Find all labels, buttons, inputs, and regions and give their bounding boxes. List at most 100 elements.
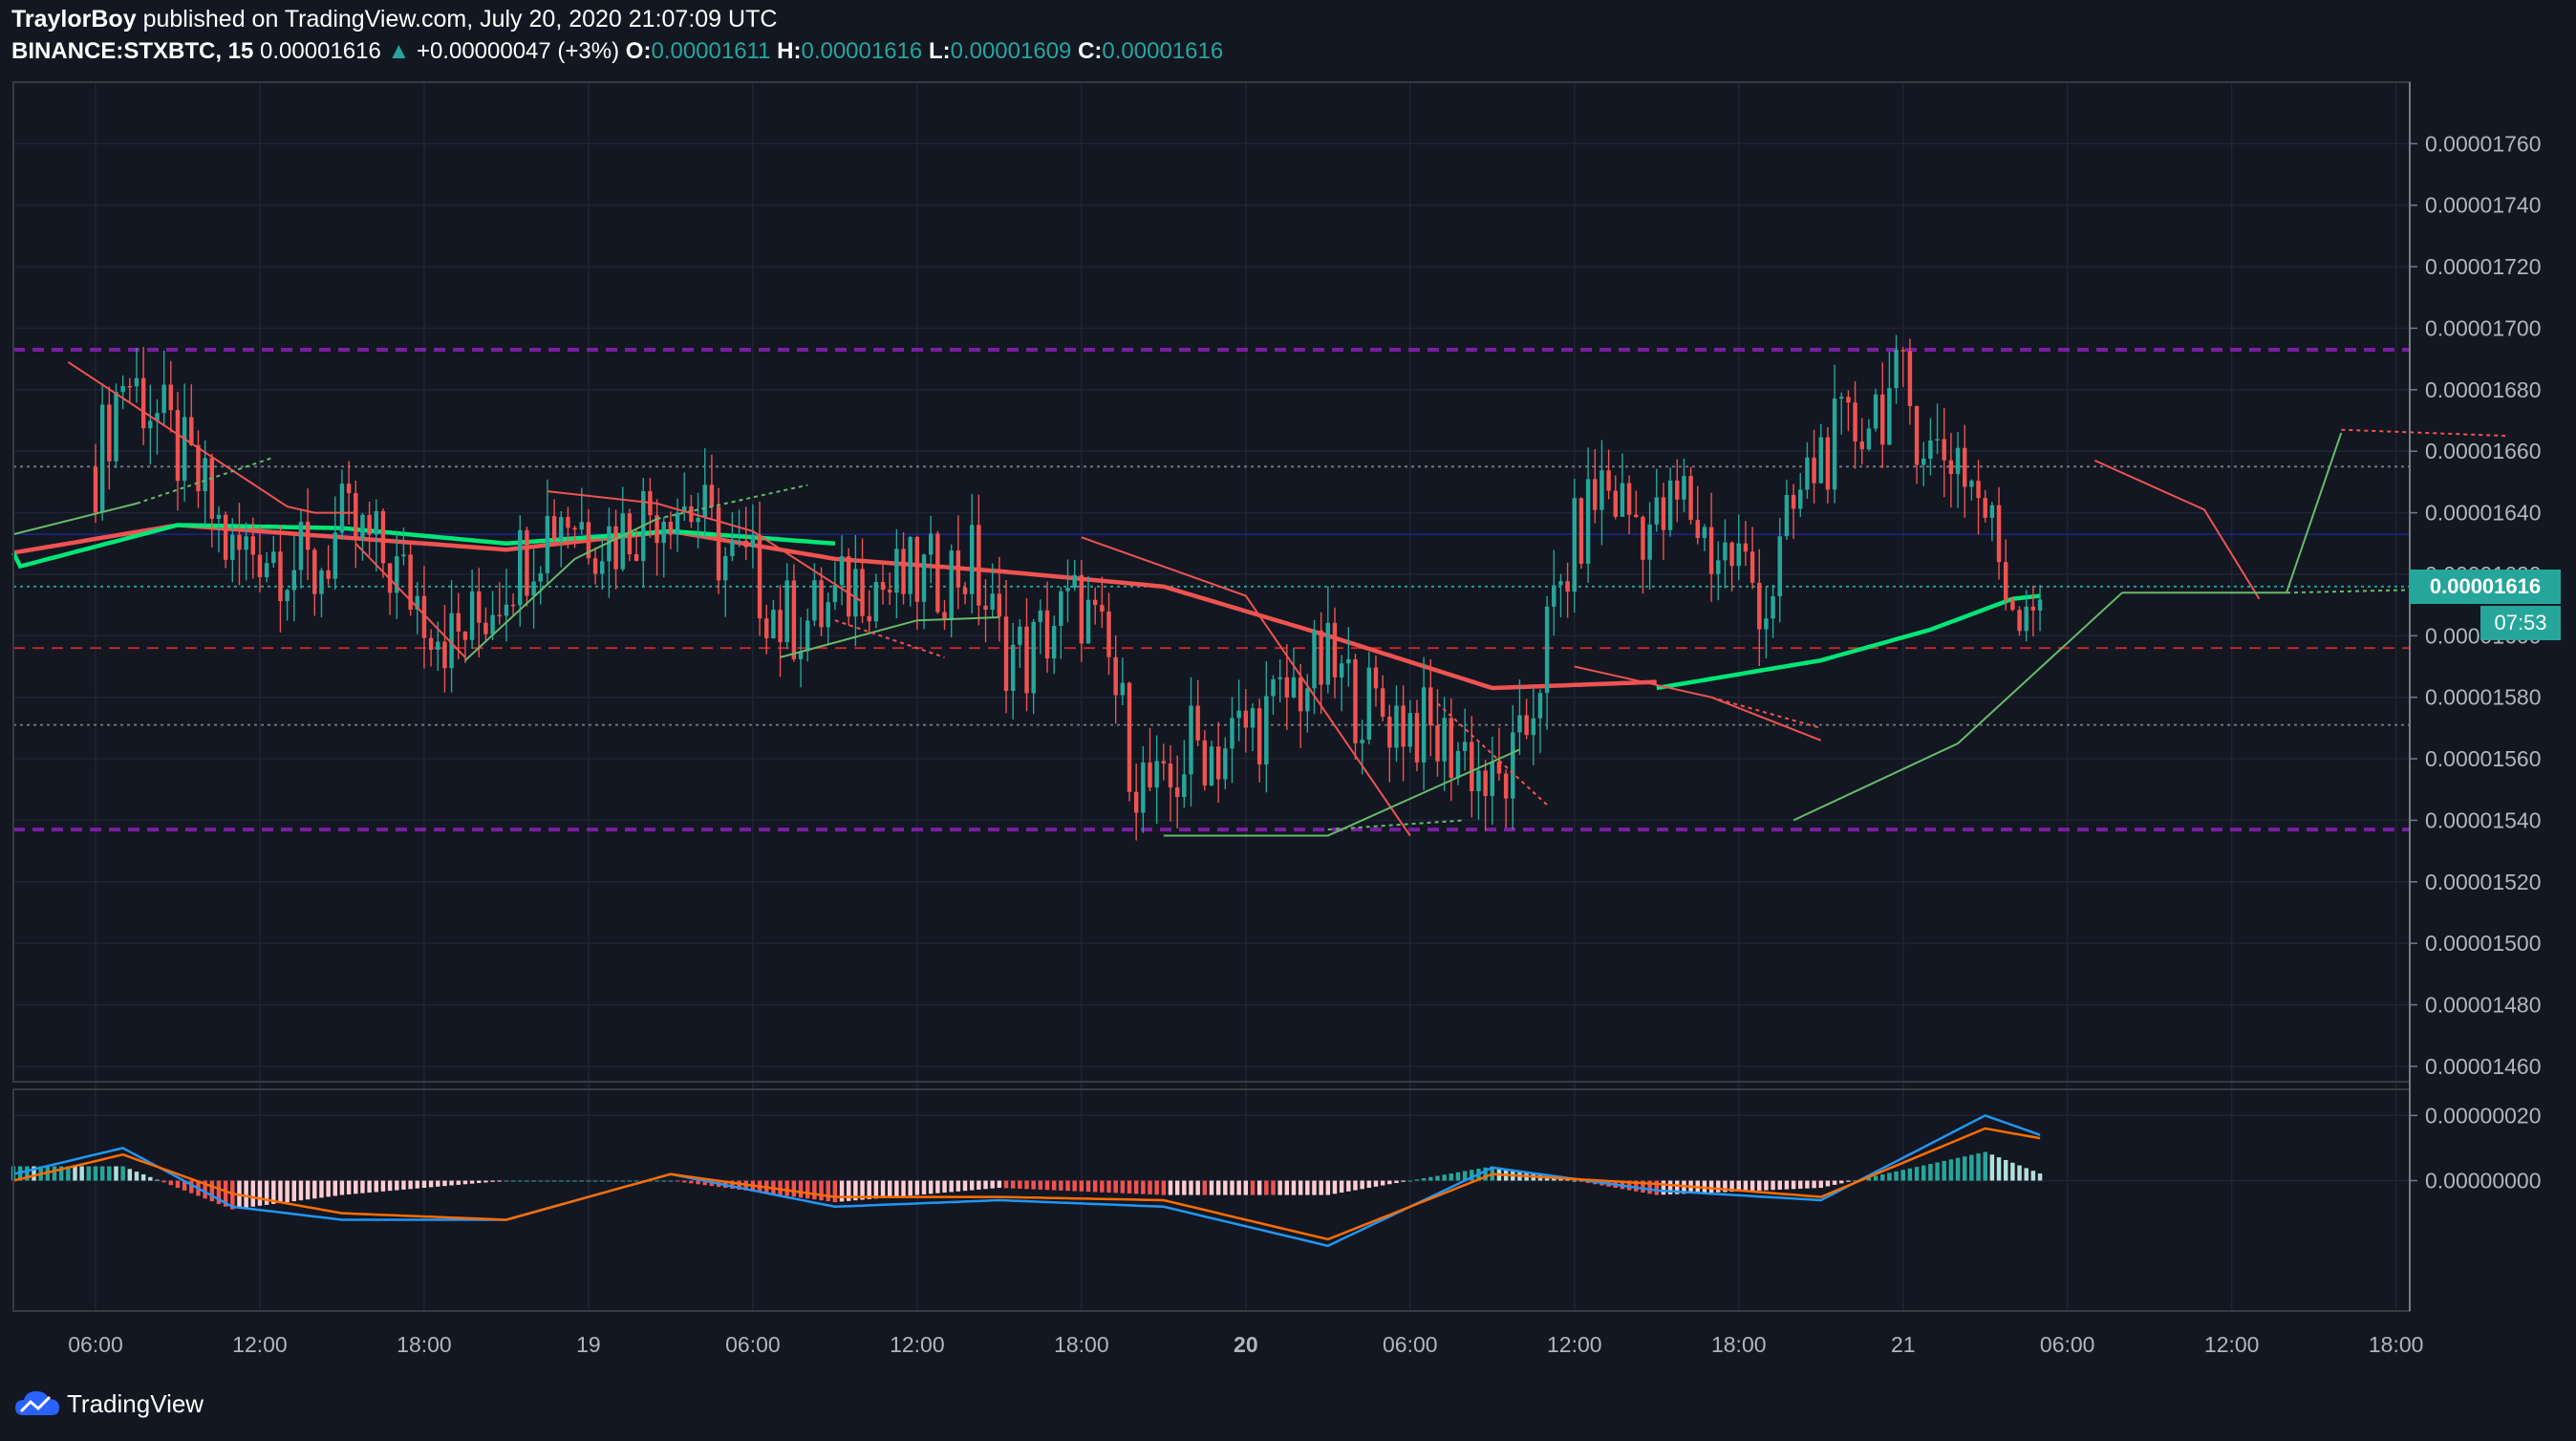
candle-body	[1675, 480, 1680, 500]
macd-histogram-bar	[675, 1180, 680, 1182]
candle-body	[1380, 688, 1385, 718]
macd-histogram-bar	[702, 1180, 707, 1186]
macd-histogram-bar	[1271, 1180, 1276, 1195]
main-pane-frame	[12, 81, 2411, 1083]
candle-body	[592, 558, 598, 574]
candle-body	[730, 540, 735, 556]
macd-histogram-bar	[428, 1180, 434, 1188]
candle-body	[990, 593, 995, 610]
candle-body	[442, 641, 447, 669]
macd-histogram-bar	[778, 1180, 783, 1195]
macd-histogram-bar	[1667, 1180, 1673, 1194]
candle-body	[633, 553, 639, 562]
macd-histogram-bar	[1572, 1180, 1578, 1182]
author-name[interactable]: TraylorBoy	[11, 6, 137, 32]
x-tick-label: 12:00	[232, 1332, 288, 1357]
x-tick-label: 06:00	[1383, 1332, 1438, 1357]
candle-body	[2010, 600, 2015, 611]
macd-histogram-bar	[867, 1180, 871, 1199]
candle-body	[1003, 616, 1009, 692]
candle-body	[1277, 677, 1282, 679]
macd-histogram-bar	[1750, 1180, 1755, 1192]
candle-body	[1024, 626, 1029, 694]
candle-body	[1353, 658, 1358, 743]
macd-histogram-bar	[1044, 1180, 1050, 1191]
candle-body	[853, 569, 858, 617]
macd-histogram-bar	[1942, 1160, 1946, 1181]
candle-body	[702, 484, 707, 518]
candle-body	[1894, 350, 1899, 389]
indicator-tick-label: 0.00000020	[2425, 1103, 2542, 1128]
pattern-line	[12, 502, 138, 536]
macd-histogram-bar	[32, 1166, 36, 1181]
candle-body	[1641, 516, 1645, 560]
macd-histogram-bar	[1065, 1180, 1070, 1192]
macd-histogram-bar	[477, 1180, 482, 1184]
candle-body	[1599, 470, 1604, 510]
candle-body	[716, 506, 721, 581]
candle-body	[504, 604, 509, 616]
candle-body	[1154, 761, 1159, 788]
macd-histogram-bar	[990, 1180, 995, 1189]
macd-histogram-bar	[1168, 1180, 1173, 1195]
candle-body	[819, 580, 824, 628]
candle-body	[826, 602, 830, 628]
x-tick-label: 18:00	[1711, 1332, 1767, 1357]
macd-histogram-bar	[99, 1166, 105, 1181]
candle-body	[360, 514, 365, 539]
macd-histogram-bar	[812, 1180, 817, 1200]
macd-histogram-bar	[1319, 1180, 1323, 1195]
macd-histogram-bar	[2010, 1162, 2015, 1181]
y-tick-label: 0.00001700	[2425, 315, 2542, 340]
macd-histogram-bar	[1291, 1180, 1297, 1195]
macd-histogram-bar	[1024, 1180, 1029, 1190]
publish-info: TraylorBoy published on TradingView.com,…	[11, 6, 777, 33]
candle-body	[1661, 497, 1666, 530]
macd-histogram-bar	[52, 1166, 57, 1181]
x-tick-label: 18:00	[1054, 1332, 1109, 1357]
macd-histogram-bar	[525, 1180, 529, 1182]
candle-body	[921, 554, 927, 602]
macd-histogram-bar	[853, 1180, 858, 1201]
candle-body	[1250, 708, 1256, 728]
candle-body	[1613, 490, 1618, 517]
candle-body	[1195, 705, 1200, 741]
candle-body	[1051, 625, 1057, 659]
candle-body	[1757, 582, 1762, 630]
pattern-line	[1436, 702, 1548, 807]
macd-histogram-bar	[1414, 1179, 1420, 1181]
symbol-name[interactable]: BINANCE:STXBTC, 15	[11, 38, 254, 64]
candle-body	[120, 385, 125, 393]
candle-body	[1435, 725, 1440, 762]
x-tick-label: 12:00	[1547, 1332, 1602, 1357]
candle-body	[1914, 406, 1920, 465]
candle-body	[935, 533, 940, 613]
macd-histogram-bar	[1791, 1180, 1796, 1190]
candle-body	[1230, 718, 1234, 749]
macd-histogram-bar	[1038, 1180, 1043, 1190]
candle-body	[1900, 350, 1905, 352]
macd-histogram-bar	[1085, 1180, 1091, 1193]
macd-histogram-bar	[1708, 1180, 1714, 1194]
tradingview-logo[interactable]: TradingView	[13, 1388, 204, 1419]
macd-histogram-bar	[894, 1180, 899, 1197]
macd-histogram-bar	[1626, 1180, 1632, 1191]
macd-histogram-bar	[1250, 1180, 1256, 1195]
macd-histogram-bar	[1100, 1180, 1105, 1193]
macd-histogram-bar	[1955, 1157, 1961, 1181]
candle-body	[723, 555, 728, 581]
macd-histogram-bar	[1113, 1180, 1118, 1194]
macd-histogram-bar	[518, 1180, 523, 1182]
macd-histogram-bar	[1277, 1180, 1282, 1195]
candle-body	[1996, 505, 2002, 563]
candle-body	[346, 484, 352, 494]
macd-histogram-bar	[1366, 1180, 1372, 1189]
candle-body	[1271, 678, 1276, 697]
low-label: L:	[928, 38, 951, 64]
candle-body	[175, 410, 181, 482]
macd-histogram-bar	[1339, 1180, 1344, 1194]
macd-histogram-bar	[921, 1180, 927, 1194]
candle-body	[469, 591, 475, 640]
macd-histogram-bar	[1812, 1180, 1816, 1189]
